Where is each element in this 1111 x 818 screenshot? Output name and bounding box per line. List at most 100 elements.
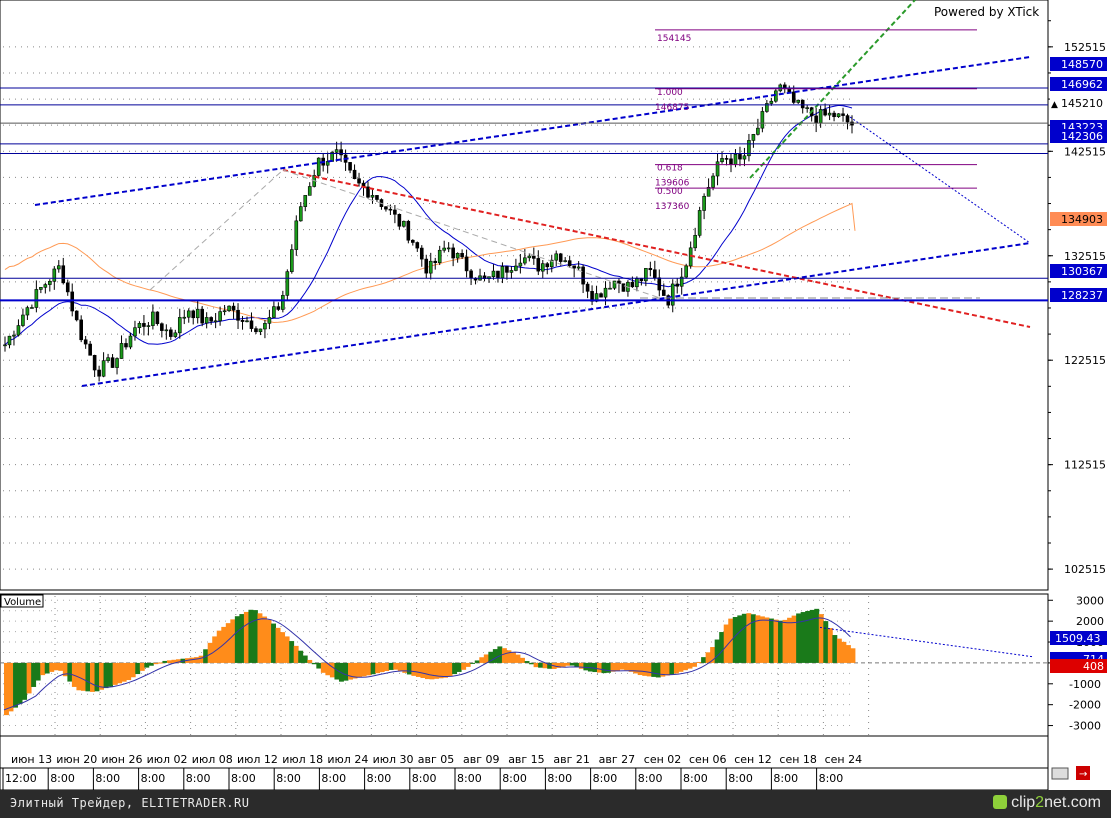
volume-bar [818,614,824,663]
candle-body [294,220,299,250]
price-level-value: 130367 [1061,265,1103,278]
candle-body [267,317,272,324]
candle-body [169,329,173,337]
volume-bar [836,638,842,663]
volume-bar [316,662,322,669]
volume-bar [207,642,213,663]
candle-body [182,316,187,319]
volume-pane [0,593,1049,737]
candle-body [464,256,469,272]
volume-bar [809,609,815,663]
volume-bar [366,662,372,676]
date-axis-label: июл 18 [282,753,323,766]
volume-bar [225,623,231,663]
scroll-icon [1051,767,1069,780]
volume-bar [112,662,118,685]
volume-bar [298,650,304,663]
date-axis-label: авг 21 [553,753,590,766]
volume-bar [660,662,666,677]
candle-body [124,343,128,348]
volume-bar [646,662,652,677]
candle-body [155,311,160,324]
volume-bar [610,662,616,672]
candle-body [204,317,209,324]
candle-body [751,134,756,141]
price-level-badge [1050,264,1107,278]
candle-body [428,260,433,274]
volume-bar [823,621,829,663]
candle-body [796,99,801,103]
volume-bar [714,639,720,663]
volume-bar [510,652,516,663]
volume-bar [583,662,589,671]
volume-bar [8,662,14,712]
volume-bar [692,662,697,667]
volume-bar [488,651,494,663]
volume-bar [782,619,788,663]
volume-bar [637,662,643,676]
volume-bar [479,657,485,663]
candle-body [576,266,581,269]
date-axis-label: июл 02 [147,753,188,766]
price-level-value: 146962 [1061,78,1103,91]
candle-body [245,320,249,323]
volume-tick-label: 3000 [1076,594,1104,607]
price-level-badge [1050,57,1107,71]
volume-label: Volume [4,597,41,608]
candle-body [514,265,518,271]
volume-bar [710,647,716,663]
date-axis-label: июн 13 [11,753,52,766]
volume-bar [768,618,774,663]
volume-bar [560,662,566,667]
candle-body [693,235,697,249]
volume-bar [764,617,770,663]
volume-bar [257,613,263,663]
time-axis-label: 8:00 [593,772,618,785]
date-axis-label: июл 12 [237,753,278,766]
volume-bar [334,662,340,680]
candle-body [715,161,720,177]
current-price-arrow-icon: ▲ [1051,100,1058,110]
watermark-text: Powered by XTick [934,5,1039,19]
volume-bar [556,662,562,668]
candle-body [648,268,653,271]
date-axis-label: июл 08 [192,753,233,766]
candle-body [765,103,769,112]
time-axis-label: 8:00 [95,772,120,785]
volume-bar [443,662,449,678]
candle-body [845,115,850,123]
candle-body [65,282,70,293]
candle-body [406,220,411,241]
volume-bar [814,608,820,663]
candle-body [621,283,626,292]
volume-bar [302,655,308,663]
volume-bar [515,654,521,663]
volume-bar [687,662,693,669]
price-tick-label: 152515 [1064,41,1106,54]
volume-bar [796,613,802,663]
candle-body [738,154,742,160]
candle-body [424,258,429,274]
time-axis-label: 8:00 [728,772,753,785]
candle-body [446,247,451,250]
candle-body [469,270,473,279]
volume-bar [266,619,272,663]
volume-bar [492,649,498,663]
candle-body [30,307,34,309]
candle-body [742,155,747,160]
price-level-badge [1050,77,1107,91]
candle-body [397,214,402,227]
candle-body [61,265,66,284]
time-axis-label: 8:00 [819,772,844,785]
volume-bar [361,662,367,677]
candle-body [729,158,733,165]
candle-body [608,287,612,290]
candle-body [352,169,357,180]
candle-body [554,253,559,261]
volume-bar [325,662,331,676]
time-axis-label: 8:00 [412,772,437,785]
candle-body [836,113,841,118]
price-level-value: 134903 [1061,213,1103,226]
candle-body [832,112,836,118]
volume-bar [474,660,480,663]
